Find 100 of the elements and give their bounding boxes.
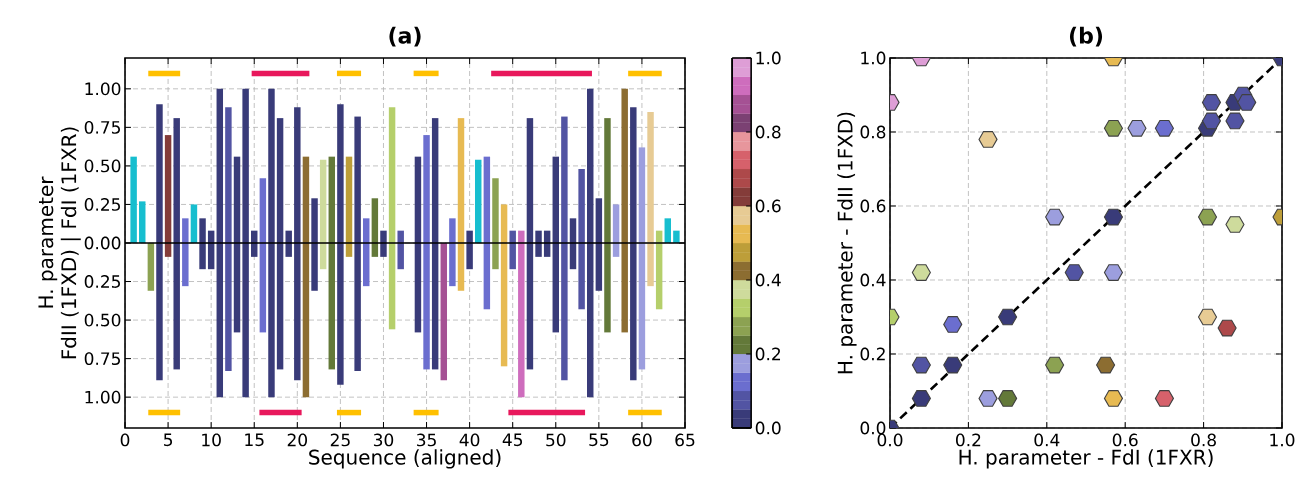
y-tick-label: 0.00	[84, 236, 121, 250]
y-tick-label: 0.75	[84, 120, 120, 134]
point	[1237, 94, 1257, 111]
bar	[242, 88, 249, 243]
bar	[535, 230, 542, 243]
x-tick-label: 0.4	[1034, 433, 1060, 447]
bar	[423, 135, 430, 243]
bar	[578, 168, 585, 243]
x-tick-label: 35	[417, 433, 436, 447]
bar	[259, 242, 267, 333]
x-tick-label: 0.2	[956, 433, 981, 447]
bar	[621, 88, 628, 243]
x-axis-title: Sequence (aligned)	[309, 449, 501, 469]
color-bar-label: 0.8	[755, 125, 781, 139]
y-tick-label: 1.00	[85, 82, 121, 96]
point	[1103, 390, 1123, 407]
bar	[630, 107, 637, 243]
point	[911, 264, 931, 281]
point	[978, 390, 998, 407]
point	[911, 356, 931, 374]
bar	[276, 118, 284, 243]
y-tick-label: 0.25	[84, 275, 120, 288]
x-tick-label: 5	[164, 433, 173, 447]
bar	[475, 159, 482, 243]
bar	[604, 242, 611, 333]
bar	[354, 116, 361, 243]
bar	[569, 218, 577, 243]
bar	[216, 88, 224, 243]
x-tick-label: 1.0	[1270, 433, 1295, 447]
x-axis-title: H. parameter - FdI (1FXR)	[959, 449, 1213, 469]
bar	[328, 242, 336, 370]
point	[1103, 119, 1123, 137]
bar	[647, 111, 654, 243]
bar	[225, 107, 232, 243]
bar	[380, 242, 387, 257]
bar	[578, 242, 585, 310]
bar	[526, 242, 534, 370]
bar	[182, 242, 189, 287]
bar	[561, 116, 568, 243]
y-tick-label: 0.0	[860, 421, 886, 435]
bar	[483, 242, 491, 310]
bar	[130, 156, 137, 243]
bar	[259, 178, 267, 243]
bar	[199, 242, 206, 270]
bar	[604, 118, 611, 243]
bar	[311, 198, 318, 243]
point	[943, 356, 963, 374]
bar	[509, 230, 516, 243]
y-axis-title: H. parameter - FdII (1FXD)	[837, 112, 857, 374]
bar	[173, 242, 180, 370]
bar	[552, 242, 560, 333]
bar	[552, 156, 560, 243]
bar	[268, 88, 275, 243]
bar	[225, 242, 232, 371]
point	[1197, 208, 1218, 226]
point	[1201, 112, 1221, 130]
bar	[190, 204, 198, 243]
bar	[319, 159, 327, 243]
point	[1201, 94, 1221, 111]
bar	[233, 242, 241, 333]
bar	[423, 242, 430, 370]
bar	[535, 242, 542, 257]
bar	[431, 242, 439, 370]
x-tick-label: 65	[675, 433, 695, 447]
bar	[328, 156, 336, 243]
bar	[156, 104, 163, 243]
bar	[457, 118, 465, 243]
bar	[431, 118, 439, 243]
bar	[526, 118, 534, 243]
bar	[673, 230, 680, 243]
x-tick-label: 40	[459, 433, 480, 447]
bar	[302, 242, 310, 398]
point	[1127, 119, 1147, 137]
y-tick-label: 0.4	[860, 273, 886, 287]
chart-title: (a)	[389, 26, 421, 47]
bar	[449, 218, 456, 243]
point	[998, 390, 1018, 407]
x-tick-label: 55	[589, 433, 609, 447]
x-tick-label: 60	[632, 433, 652, 447]
point	[1096, 356, 1116, 374]
bar	[216, 242, 224, 398]
bar	[268, 242, 275, 398]
color-bar-label: 1.0	[756, 51, 781, 65]
bar	[612, 204, 620, 243]
bar	[449, 242, 456, 287]
point	[1197, 308, 1218, 326]
bar	[311, 242, 318, 291]
bar	[147, 242, 155, 291]
bar	[371, 198, 379, 243]
bar	[302, 156, 310, 243]
bar	[242, 242, 249, 398]
bar	[440, 242, 448, 381]
bar	[285, 242, 292, 257]
y-tick-label: 0.6	[860, 199, 886, 213]
point	[1045, 356, 1065, 374]
x-tick-label: 0.0	[877, 433, 903, 447]
point	[1225, 216, 1245, 233]
y-tick-label: 0.8	[860, 125, 886, 139]
bar	[587, 242, 594, 398]
point	[1225, 112, 1245, 130]
